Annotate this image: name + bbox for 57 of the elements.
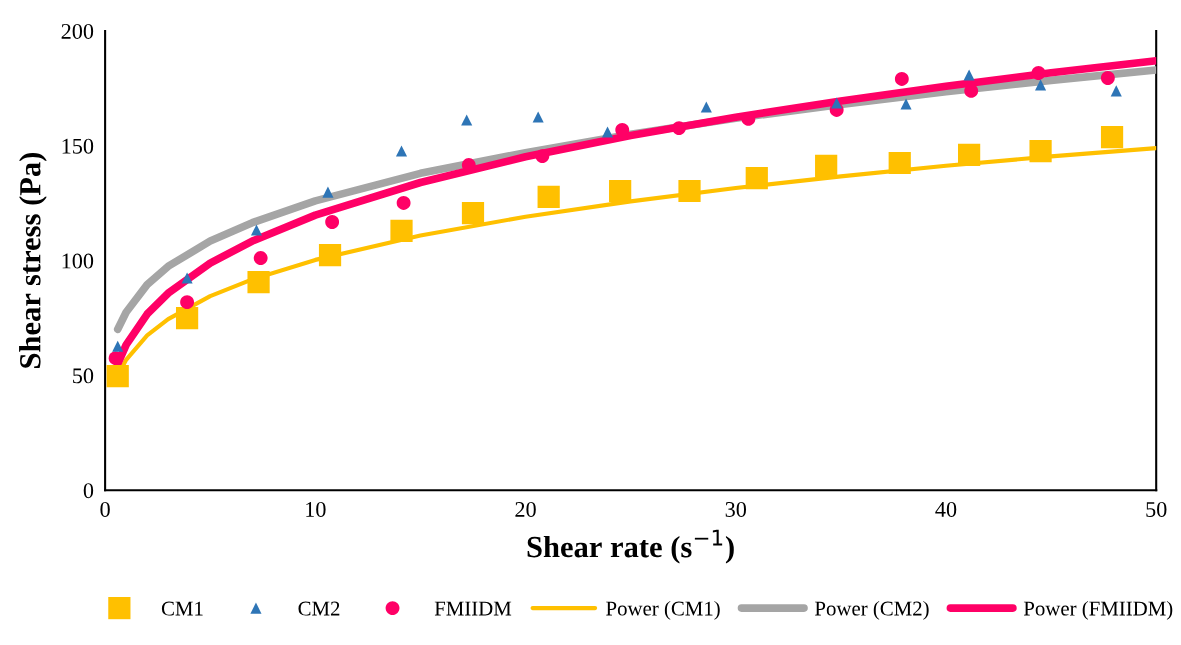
point [180,295,195,310]
point [250,224,263,236]
point [678,179,701,203]
point [745,167,768,190]
point [532,111,544,123]
x-axis-title: Shear rate (s$^{−1}$) [527,529,734,564]
point [395,145,408,157]
point [1035,79,1047,91]
x-tick-label: 40 [935,501,957,517]
point [672,121,686,136]
point [888,151,911,175]
x-tick-label: 0 [100,501,110,517]
point [112,340,124,352]
point [609,179,632,203]
point [537,185,560,209]
point [1029,139,1052,163]
point [1100,71,1115,85]
point [325,215,340,229]
y-tick-label: 0 [83,483,94,499]
point [1100,125,1124,149]
legend-label: Power (CM1) [606,600,720,620]
point [957,143,981,167]
y-tick-label: 200 [61,23,94,39]
point [247,271,270,294]
legend-label: Power (FMIIDM) [1023,600,1173,620]
point [831,97,843,109]
legend-label: Power (CM2) [815,600,929,620]
point [106,364,129,388]
point [963,69,975,81]
legend-label: FMIIDM [434,601,512,616]
point [535,149,550,164]
legend-label: CM2 [298,601,340,616]
x-tick-label: 50 [1146,501,1167,517]
point [615,122,630,137]
y-tick-label: 50 [73,368,94,384]
y-axis-title: Shear stress (Pa) [19,152,47,368]
legend-label: CM1 [161,601,203,616]
x-tick-label: 10 [306,501,326,517]
point [815,154,838,178]
point [396,196,411,210]
point [390,219,413,243]
point [900,98,912,110]
point [1031,66,1046,80]
point [601,126,614,138]
point [253,251,268,265]
point [894,72,909,86]
point [700,101,712,113]
point [181,272,193,284]
point [175,307,199,330]
y-tick-label: 150 [62,138,94,154]
x-tick-label: 20 [515,501,536,517]
point [461,114,473,126]
point [318,243,342,267]
point [461,201,485,225]
point [322,186,334,198]
x-tick-label: 30 [725,501,747,517]
y-tick-label: 100 [62,253,94,269]
